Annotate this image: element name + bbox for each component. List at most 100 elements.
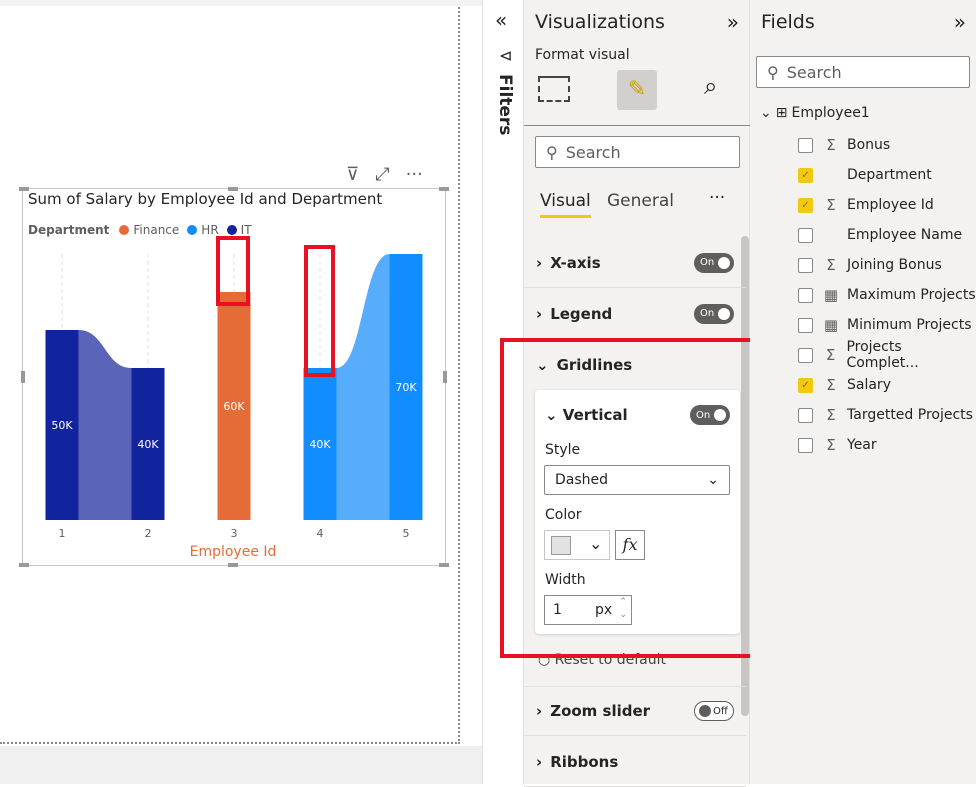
bar-it (131, 368, 165, 520)
section-ribbons[interactable]: › Ribbons (524, 737, 746, 787)
build-visual-icon[interactable] (538, 76, 570, 102)
ribbon-chart-visual[interactable] (19, 187, 449, 567)
checkbox[interactable] (798, 437, 813, 453)
tab-visual[interactable]: Visual (540, 191, 591, 218)
table-icon: ⊞ (775, 105, 788, 121)
width-stepper[interactable]: 1 px ⌃ ⌄ (544, 595, 632, 625)
field-label: Maximum Projects (847, 287, 976, 303)
x-axis-toggle[interactable]: On (694, 252, 734, 273)
chevron-right-icon: › (536, 253, 543, 272)
pane-title: Visualizations (535, 11, 665, 33)
field-item[interactable]: Employee Name (798, 220, 962, 250)
tab-general[interactable]: General (607, 191, 674, 211)
field-label: Salary (847, 377, 891, 393)
checkbox[interactable] (798, 227, 813, 243)
chevron-right-icon: › (536, 304, 543, 323)
x-tick-label: 4 (317, 527, 324, 540)
checkbox[interactable] (798, 137, 813, 153)
focus-mode-icon[interactable]: ⤢ (375, 164, 390, 185)
section-x-axis[interactable]: › X-axis On (524, 238, 746, 288)
fields-search-input[interactable]: ⚲ Search (756, 56, 970, 88)
field-item[interactable]: Σ Targetted Projects (798, 400, 973, 430)
sigma-icon: Σ (826, 196, 836, 214)
sigma-icon: Σ (826, 136, 836, 154)
format-search-input[interactable]: ⚲ Search (535, 136, 740, 168)
more-options-icon[interactable]: ··· (405, 164, 423, 185)
bar-it (45, 330, 79, 520)
checkbox[interactable] (798, 257, 813, 273)
field-item[interactable]: ✓ Σ Salary (798, 370, 891, 400)
visual-header: ⊽ ⤢ ··· (346, 164, 423, 185)
chevron-down-icon: ⌄ (536, 356, 549, 374)
legend-item[interactable]: Finance (133, 223, 180, 237)
chevron-down-icon: ⌄ (589, 534, 603, 553)
field-label: Joining Bonus (847, 257, 942, 273)
legend-dot-it (226, 225, 237, 235)
field-label: Targetted Projects (847, 407, 973, 423)
style-label: Style (545, 442, 581, 458)
checkbox[interactable] (798, 287, 813, 303)
field-item[interactable]: Σ Year (798, 430, 877, 460)
filter-icon[interactable]: ⊽ (346, 164, 360, 185)
more-options-icon[interactable]: ··· (709, 188, 726, 208)
top-strip (0, 0, 482, 6)
checkbox[interactable]: ✓ (798, 377, 813, 393)
vertical-toggle[interactable]: On (690, 405, 730, 425)
chart-legend: Department Finance HR IT (28, 223, 252, 237)
format-paintbrush-icon[interactable]: ✎ (617, 70, 657, 110)
checkbox[interactable]: ✓ (798, 167, 813, 183)
checkbox[interactable] (798, 347, 813, 363)
expand-icon[interactable]: » (953, 10, 966, 34)
data-label: 40K (137, 438, 159, 451)
width-label: Width (545, 572, 586, 588)
zoom-slider-toggle[interactable]: Off (694, 701, 734, 721)
annotation-box (304, 245, 335, 377)
annotation-box (216, 236, 250, 306)
field-item[interactable]: ▦ Maximum Projects (798, 280, 976, 310)
color-swatch (551, 536, 571, 555)
legend-dot-hr (187, 225, 198, 235)
filters-label[interactable]: Filters (495, 74, 515, 136)
chevron-right-icon: › (536, 752, 543, 771)
search-icon: ⚲ (767, 62, 779, 82)
analytics-icon[interactable]: ⌕ (704, 72, 718, 100)
field-item[interactable]: Σ Projects Complet... (798, 339, 976, 371)
data-label: 40K (309, 438, 331, 451)
section-legend[interactable]: › Legend On (524, 289, 746, 339)
legend-item[interactable]: IT (240, 223, 252, 237)
checkbox[interactable] (798, 407, 813, 423)
collapse-icon[interactable]: « (495, 8, 508, 32)
chevron-down-icon: ⌄ (707, 472, 719, 488)
ribbon (336, 254, 390, 520)
x-tick-label: 5 (403, 527, 410, 540)
scrollbar[interactable] (741, 236, 749, 716)
checkbox[interactable] (798, 317, 813, 333)
chevron-right-icon: › (536, 702, 543, 720)
annotation-box (500, 338, 791, 658)
field-item[interactable]: Σ Bonus (798, 130, 890, 160)
legend-toggle[interactable]: On (694, 303, 734, 324)
legend-item[interactable]: HR (201, 223, 219, 237)
field-item[interactable]: ▦ Minimum Projects (798, 310, 972, 340)
filter-icon: ⊲ (499, 46, 513, 65)
field-item[interactable]: ✓ Department (798, 160, 932, 190)
ribbon (78, 330, 132, 520)
checkbox[interactable]: ✓ (798, 197, 813, 213)
chart-plot: 50K 1 40K 2 60K 3 40K 4 70K 5 Employee Id (45, 254, 423, 560)
field-item[interactable]: ✓ Σ Employee Id (798, 190, 934, 220)
sigma-icon: Σ (826, 406, 836, 424)
style-dropdown[interactable]: Dashed ⌄ (544, 465, 730, 495)
section-gridlines[interactable]: ⌄ Gridlines (536, 356, 633, 374)
section-zoom-slider[interactable]: › Zoom slider Off (524, 686, 746, 736)
field-item[interactable]: Σ Joining Bonus (798, 250, 942, 280)
bar-finance (217, 292, 251, 520)
pane-title: Fields (761, 11, 815, 33)
sigma-icon: Σ (826, 256, 836, 274)
x-tick-label: 1 (59, 527, 66, 540)
expand-icon[interactable]: » (726, 10, 739, 34)
fx-button[interactable]: fx (615, 530, 645, 560)
color-picker[interactable]: ⌄ (544, 530, 610, 560)
table-employee1[interactable]: ⌄ ⊞ Employee1 (760, 105, 870, 121)
legend-dot-finance (119, 225, 130, 235)
vertical-header[interactable]: ⌄ Vertical (545, 406, 628, 424)
